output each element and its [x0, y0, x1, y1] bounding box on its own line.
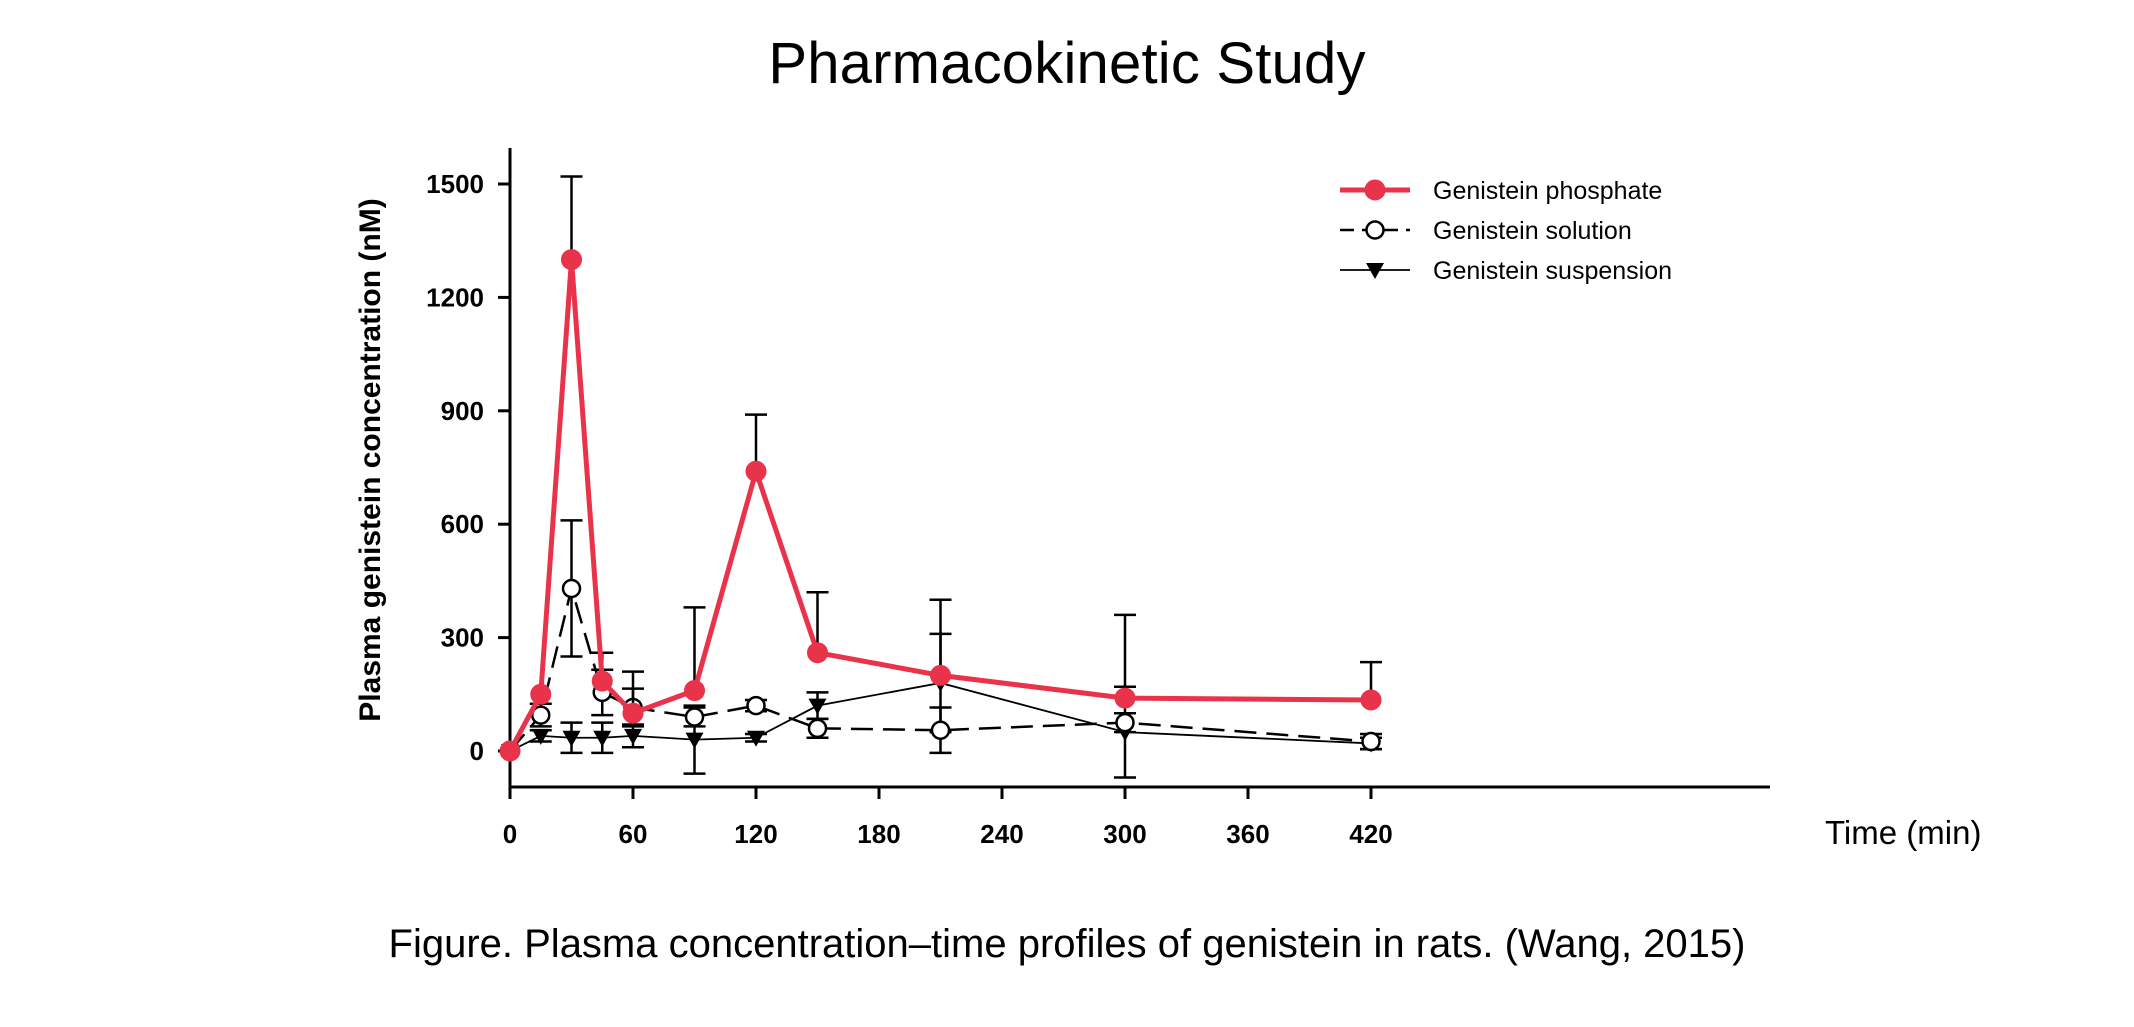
series-line: [509, 583, 1372, 752]
data-point: [807, 718, 828, 739]
legend-entry-2: Genistein suspension: [1340, 257, 1672, 285]
data-point: [684, 707, 705, 727]
data-point: [930, 664, 951, 686]
data-point: [1360, 689, 1382, 711]
data-point: [562, 730, 581, 747]
legend-label: Genistein solution: [1433, 217, 1632, 245]
x-tick-label: 360: [1226, 819, 1269, 849]
legend-entry-0: Genistein phosphate: [1340, 177, 1662, 205]
data-point: [685, 732, 704, 749]
data-point: [684, 680, 705, 702]
data-point: [531, 728, 550, 745]
data-point: [499, 740, 521, 762]
y-tick-label: 300: [441, 623, 484, 653]
x-tick-label: 180: [857, 819, 900, 849]
x-tick-label: 0: [503, 819, 517, 849]
data-point: [745, 460, 767, 482]
data-point: [1114, 687, 1136, 709]
data-point: [747, 730, 765, 747]
data-point: [591, 670, 613, 692]
data-point: [561, 249, 582, 271]
data-point: [624, 728, 642, 745]
figure-caption: Figure. Plasma concentration–time profil…: [388, 922, 1746, 966]
y-axis-title: Plasma genistein concentration (nM): [354, 198, 387, 721]
x-tick-label: 60: [619, 819, 648, 849]
data-point: [1365, 220, 1385, 240]
x-tick-label: 240: [980, 819, 1023, 849]
data-point: [1361, 731, 1381, 752]
data-point: [1364, 179, 1386, 201]
data-point: [622, 702, 644, 724]
legend-entry-1: Genistein solution: [1340, 217, 1632, 245]
data-point: [1366, 263, 1384, 279]
y-tick-label: 900: [441, 396, 484, 426]
data-point: [593, 730, 612, 747]
legend-label: Genistein phosphate: [1433, 177, 1662, 205]
y-tick-label: 0: [470, 736, 484, 766]
chart-series: [499, 175, 1382, 779]
chart-legend: Genistein phosphate Genistein solution Gen…: [1340, 177, 1672, 285]
data-point: [807, 642, 828, 664]
data-point: [1115, 712, 1135, 733]
chart-axes: 0 300 600 900 1200 1500 0 60 120 180 240 300 360 420 P…: [354, 148, 1981, 851]
data-point: [530, 683, 552, 705]
y-tick-label: 600: [441, 509, 484, 539]
legend-label: Genistein suspension: [1433, 257, 1672, 285]
y-tick-label: 1500: [426, 169, 484, 199]
x-tick-label: 420: [1349, 819, 1392, 849]
x-tick-label: 120: [734, 819, 777, 849]
series-0: [499, 175, 1382, 762]
data-point: [930, 720, 951, 740]
page-title: Pharmacokinetic Study: [768, 31, 1366, 96]
x-tick-label: 300: [1103, 819, 1146, 849]
x-axis-title: Time (min): [1825, 814, 1981, 851]
y-tick-label: 1200: [426, 282, 484, 312]
data-point: [808, 698, 827, 715]
data-point: [746, 695, 766, 716]
data-point: [561, 578, 582, 599]
